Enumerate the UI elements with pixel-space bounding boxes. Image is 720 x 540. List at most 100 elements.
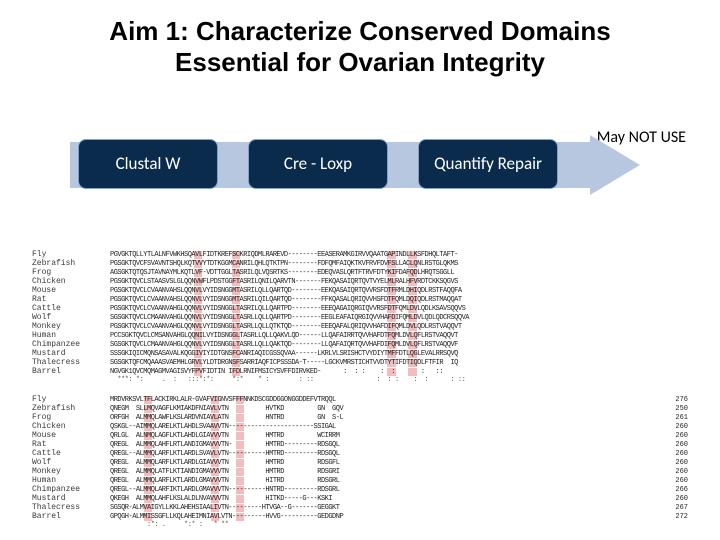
alignment-row: FlyMRDVRKSVLTFLACKIRKLALR-GVAFVIGNVSFFFN… xyxy=(32,395,688,404)
alignment-row: MouseQRLGL ALNMQLAGFLKTLAHDLGIAVVVTN HMT… xyxy=(32,431,688,440)
flow-step-clustalw: Clustal W xyxy=(78,139,218,189)
position-number: 260 xyxy=(656,468,688,476)
species-label: Thalecress xyxy=(32,503,110,512)
position-number: 267 xyxy=(656,504,688,512)
species-label: Fly xyxy=(32,395,110,404)
species-label: Wolf xyxy=(32,313,110,322)
alignment-row: CattleQREGL--ALMMQLARFLKTLARDLSVAVLVTN--… xyxy=(32,449,688,458)
flow-step-label: Cre - Loxp xyxy=(284,155,352,174)
flow-step-quantify-repair: Quantify Repair xyxy=(418,139,558,189)
sequence-text: PGSGKTQVCLCVAANVAHGLQQNVLVYIDSNGGLTASRLL… xyxy=(110,323,688,331)
flow-step-label: Clustal W xyxy=(116,155,181,174)
alignment-row: RatQREGL ALMMQLAHFLRTLANDIGMAVVVTN- HMTR… xyxy=(32,440,688,449)
species-label: Frog xyxy=(32,413,110,422)
sequence-text: QREGL ALMMQLARFLKTLARDLGIAVVVTN HMTRD RD… xyxy=(110,459,656,467)
species-label: Wolf xyxy=(32,458,110,467)
sequence-text: SGSGKTQVCLCMAANVAHGLQQNVLVYIDSNGGLTASRLL… xyxy=(110,314,688,322)
sequence-text: SGSGKTQVCLCMAANVAHGLQQNVLVYIDSNGGLTASRLL… xyxy=(110,341,688,349)
title-line-1: Aim 1: Characterize Conserved Domains xyxy=(30,16,690,47)
alignment-row: WolfQREGL ALMMQLARFLKTLARDLGIAVVVTN HMTR… xyxy=(32,458,688,467)
sequence-text: QREGL ALMMQLARFLKTLARDLGMAVVVTN HITRD RD… xyxy=(110,477,656,485)
species-label: Zebrafish xyxy=(32,259,110,268)
alignment-block-1: FlyPGVGKTQLLYTLALNFVWKHSQAVLFIDTKREFSCKR… xyxy=(32,250,688,385)
alignment-row: WolfSGSGKTQVCLCMAANVAHGLQQNVLVYIDSNGGLTA… xyxy=(32,313,688,322)
alignment-row: MonkeyQREGL ALMMQLATFLKTIANDIGMAVVVTN HM… xyxy=(32,467,688,476)
position-number: 260 xyxy=(656,477,688,485)
sequence-text: NGVGK1QVCMQMAGMVAGISVYFPVFIDTIN IFDLRNIF… xyxy=(110,368,688,376)
sequence-text: PGSGKTQVCLCVAANVAHSLQQNVLVYIDSNGGMTASRIL… xyxy=(110,287,688,295)
alignment-row: ThalecressSGSGKTQFCMQAAASVAEMHLGRVLYLDTD… xyxy=(32,358,688,367)
sequence-text: QREGL ALMMQLAHFLRTLANDIGMAVVVTN- HMTRD--… xyxy=(110,441,656,449)
sequence-text: PGSGKTQVCFSVAVNTSHQLKQTVVYTDTKGGMCANRILQ… xyxy=(110,260,688,268)
process-flow: Clustal W Cre - Loxp Quantify Repair xyxy=(70,135,640,195)
position-number: 261 xyxy=(656,414,688,422)
alignment-row: MousePGSGKTQVCLCVAANVAHSLQQNVLVYIDSNGGMT… xyxy=(32,286,688,295)
species-label: Chimpanzee xyxy=(32,485,110,494)
alignment-row: ChickenPGSGKTQVCLSTAASVSLGLQQNVWFLPDSTGG… xyxy=(32,277,688,286)
alignment-row: CattlePGSGKTQVCLCVAANVAHGLQQNVLVYIDSNGGL… xyxy=(32,304,688,313)
sequence-text: QKEGH ALMMQLAHFLKSLALDLNVAVVVTN HITKD---… xyxy=(110,495,656,503)
alignment-row: ChimpanzeeQREGL--ALMMQLARFIKTLARDLGMAVVV… xyxy=(32,485,688,494)
alignment-row: RatPGSGKTQVCLCVAANVAHSLQQNVLVYIDSNGGMTAS… xyxy=(32,295,688,304)
sequence-text: MRDVRKSVLTFLACKIRKLALR-GVAFVIGNVSFFFNNKD… xyxy=(110,396,656,404)
sequence-text: GPQGH-ALMMISSGFLLKQLAHEIMNIAVLVTN-------… xyxy=(110,513,656,521)
alignment-row: FrogORFGH ALMMQLAWFLKSLARDVNIAVLATN HNTR… xyxy=(32,413,688,422)
slide-title: Aim 1: Characterize Conserved Domains Es… xyxy=(0,0,720,86)
position-number: 272 xyxy=(656,513,688,521)
species-label: Human xyxy=(32,476,110,485)
species-label: Chicken xyxy=(32,277,110,286)
alignment-row: ChimpanzeeSGSGKTQVCLCMAANVAHGLQQNVLVYIDS… xyxy=(32,340,688,349)
sequence-alignment: FlyPGVGKTQLLYTLALNFVWKHSQAVLFIDTKREFSCKR… xyxy=(32,250,688,540)
sequence-text: QREGL--ALMMQLARFLKTLARDLSVAVLVTN--------… xyxy=(110,450,656,458)
alignment-block-2: FlyMRDVRKSVLTFLACKIRKLALR-GVAFVIGNVSFFFN… xyxy=(32,395,688,530)
alignment-row: FlyPGVGKTQLLYTLALNFVWKHSQAVLFIDTKREFSCKR… xyxy=(32,250,688,259)
sequence-text: QREGL ALMMQLATFLKTIANDIGMAVVVTN HMTRD RD… xyxy=(110,468,656,476)
species-label: Frog xyxy=(32,268,110,277)
sequence-text: PGVGKTQLLYTLALNFVWKHSQAVLFIDTKREFSCKRIQD… xyxy=(110,251,688,259)
title-line-2: Essential for Ovarian Integrity xyxy=(30,47,690,78)
position-number: 260 xyxy=(656,432,688,440)
species-label: Monkey xyxy=(32,322,110,331)
sequence-text: SSSGKIQICMQNSASAVALKQGGIVIYIDTGNSFCANRIA… xyxy=(110,350,688,358)
sequence-text: QNEGM SLLMQVAGFLKMIAKDFNIAVLVTN HVTKD GN… xyxy=(110,405,656,413)
sequence-text: SGSQR-ALMVAIGYLLKKLAHEHSIAALIVTN--------… xyxy=(110,504,656,512)
sequence-text: PCCSGKTQVCLCMSANVAHGLQQNILVYIDSNGGLTASRL… xyxy=(110,332,688,340)
position-number: 260 xyxy=(656,495,688,503)
species-label: Chimpanzee xyxy=(32,340,110,349)
alignment-row: MustardSSSGKIQICMQNSASAVALKQGGIVIYIDTGNS… xyxy=(32,349,688,358)
alignment-row: MustardQKEGH ALMMQLAHFLKSLALDLNVAVVVTN H… xyxy=(32,494,688,503)
sequence-text: AGSGKTQTQSJTAVNAYMLKQTLVF-VDTTGGLTASRILQ… xyxy=(110,269,688,277)
sequence-text: PGSGKTQVCLCVAANVAHSLQQNVLVYIDSNGGMTASRIL… xyxy=(110,296,688,304)
alignment-row: ZebrafishPGSGKTQVCFSVAVNTSHQLKQTVVYTDTKG… xyxy=(32,259,688,268)
position-number: 250 xyxy=(656,405,688,413)
species-label: Human xyxy=(32,331,110,340)
species-label: Barrel xyxy=(32,367,110,376)
species-label: Mustard xyxy=(32,494,110,503)
sequence-text: PGSGKTQVCLSTAASVSLGLQQNVWFLPDSTGGFTASRIL… xyxy=(110,278,688,286)
alignment-row: BarrelGPQGH-ALMMISSGFLLKQLAHEIMNIAVLVTN-… xyxy=(32,512,688,521)
species-label: Fly xyxy=(32,250,110,259)
sequence-text: ORFGH ALMMQLAWFLKSLARDVNIAVLATN HNTRD GN… xyxy=(110,414,656,422)
alignment-row: ThalecressSGSQR-ALMVAIGYLLKKLAHEHSIAALIV… xyxy=(32,503,688,512)
species-label: Monkey xyxy=(32,467,110,476)
alignment-row: ZebrafishQNEGM SLLMQVAGFLKMIAKDFNIAVLVTN… xyxy=(32,404,688,413)
alignment-row: MonkeyPGSGKTQVCLCVAANVAHGLQQNVLVYIDSNGGL… xyxy=(32,322,688,331)
alignment-row: ChickenQSKGL--AIMMQLARELKTLAHDLSVAAVVTN-… xyxy=(32,422,688,431)
sequence-text: PGSGKTQVCLCVAANVAHGLQQNVLVYIDSNGGLTASRIL… xyxy=(110,305,688,313)
position-number: 260 xyxy=(656,450,688,458)
alignment-row: HumanPCCSGKTQVCLCMSANVAHGLQQNILVYIDSNGGL… xyxy=(32,331,688,340)
species-label: Barrel xyxy=(32,512,110,521)
species-label: Mustard xyxy=(32,349,110,358)
position-number: 260 xyxy=(656,441,688,449)
sequence-text: QREGL--ALMMQLARFIKTLARDLGMAVVVTN--------… xyxy=(110,486,656,494)
alignment-row: HumanQREGL ALMMQLARFLKTLARDLGMAVVVTN HIT… xyxy=(32,476,688,485)
species-label: Zebrafish xyxy=(32,404,110,413)
species-label: Mouse xyxy=(32,286,110,295)
position-number: 266 xyxy=(656,486,688,494)
alignment-row: BarrelNGVGK1QVCMQMAGMVAGISVYFPVFIDTIN IF… xyxy=(32,367,688,376)
species-label: Cattle xyxy=(32,304,110,313)
sequence-text: SGSGKTQFCMQAAASVAEMHLGRVLYLDTDRGNSFSARRI… xyxy=(110,359,688,367)
conservation-line: ***: *: . : :::*:*: *:* * : : :: : : : :… xyxy=(110,376,688,385)
species-label: Chicken xyxy=(32,422,110,431)
position-number: 276 xyxy=(656,396,688,404)
